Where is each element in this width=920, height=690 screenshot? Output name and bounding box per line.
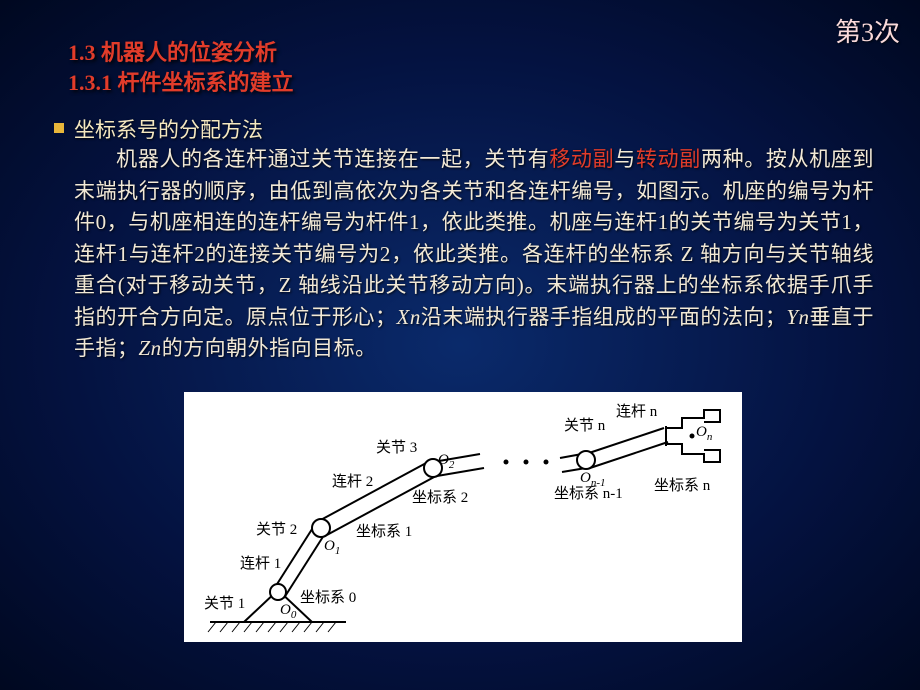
label-coord1: 坐标系 1 (356, 523, 412, 540)
label-On: On (696, 424, 713, 443)
bullet-icon (54, 123, 64, 133)
para-xn: Xn (397, 305, 421, 329)
para-t2: 与 (614, 147, 636, 171)
para-t6: 的方向朝外指向目标。 (162, 336, 377, 360)
label-coordn: 坐标系 n (654, 477, 711, 494)
para-hl2: 转动副 (636, 147, 701, 171)
para-yn: Yn (786, 305, 809, 329)
label-link1: 连杆 1 (240, 555, 281, 572)
label-joint1: 关节 1 (204, 595, 245, 612)
label-jointn: 关节 n (564, 417, 606, 434)
headings-block: 1.3 机器人的位姿分析 1.3.1 杆件坐标系的建立 (68, 38, 294, 97)
label-coord2: 坐标系 2 (412, 489, 468, 506)
bullet-row: 坐标系号的分配方法 (54, 114, 874, 144)
para-zn: Zn (139, 336, 162, 360)
diagram: 关节 1 关节 2 关节 3 关节 n 连杆 1 连杆 2 连杆 n 坐标系 0… (184, 392, 742, 642)
para-hl1: 移动副 (549, 147, 614, 171)
para-t4: 沿末端执行器手指组成的平面的法向； (421, 305, 787, 329)
heading-2: 1.3.1 杆件坐标系的建立 (68, 68, 294, 98)
label-coordn1: 坐标系 n-1 (554, 485, 623, 502)
bullet-title: 坐标系号的分配方法 (74, 114, 263, 144)
corner-tag: 第3次 (835, 12, 900, 49)
label-joint3: 关节 3 (376, 439, 417, 456)
label-linkn: 连杆 n (616, 403, 658, 420)
para-t1: 机器人的各连杆通过关节连接在一起，关节有 (116, 147, 549, 171)
heading-1: 1.3 机器人的位姿分析 (68, 38, 294, 68)
label-link2: 连杆 2 (332, 473, 373, 490)
label-O1: O1 (324, 538, 340, 557)
body-paragraph: 机器人的各连杆通过关节连接在一起，关节有移动副与转动副两种。按从机座到末端执行器… (74, 144, 874, 365)
para-t3: 两种。按从机座到末端执行器的顺序，由低到高依次为各关节和各连杆编号，如图示。机座… (74, 147, 874, 329)
label-joint2: 关节 2 (256, 521, 297, 538)
label-coord0: 坐标系 0 (300, 589, 356, 606)
content-section: 坐标系号的分配方法 机器人的各连杆通过关节连接在一起，关节有移动副与转动副两种。… (54, 114, 874, 365)
